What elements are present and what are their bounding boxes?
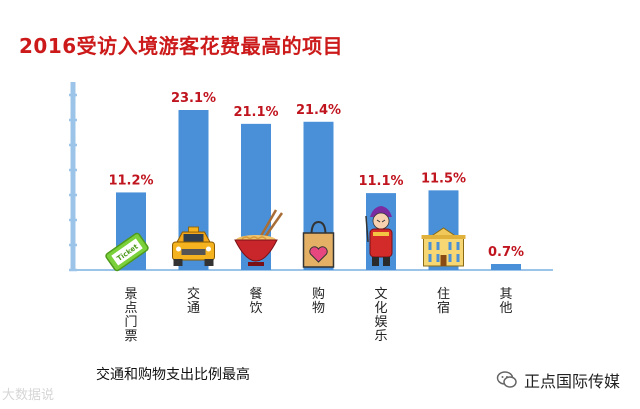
wechat-icon bbox=[496, 371, 517, 388]
data-label-6: 11.5% bbox=[421, 171, 466, 186]
data-label-4: 21.4% bbox=[296, 103, 341, 118]
data-label-1: 11.2% bbox=[108, 173, 153, 188]
category-label-6: 住宿 bbox=[437, 287, 450, 316]
footnote: 交通和购物支出比例最高 bbox=[96, 367, 250, 383]
hotel-icon bbox=[421, 227, 466, 267]
watermark-right-text: 正点国际传媒 bbox=[524, 372, 621, 391]
chart-title: 2016受访入境游客花费最高的项目 bbox=[19, 34, 344, 58]
taxi-icon bbox=[172, 226, 215, 266]
data-label-5: 11.1% bbox=[358, 174, 403, 189]
noodle-bowl-icon bbox=[234, 209, 284, 266]
category-label-1: 景点门票 bbox=[124, 287, 137, 344]
bar-7 bbox=[491, 264, 521, 270]
ticket-icon: Ticket bbox=[105, 232, 149, 272]
data-label-7: 0.7% bbox=[488, 245, 524, 260]
opera-performer-icon bbox=[365, 206, 393, 266]
watermark-right: 正点国际传媒 bbox=[496, 368, 620, 392]
category-label-5: 文化娱乐 bbox=[374, 287, 387, 344]
category-label-4: 购物 bbox=[312, 286, 325, 316]
data-label-2: 23.1% bbox=[171, 91, 216, 106]
shopping-bag-icon bbox=[302, 220, 335, 268]
watermark-left: 大数据说 bbox=[2, 388, 55, 403]
category-label-2: 交通 bbox=[187, 286, 200, 316]
data-label-3: 21.1% bbox=[233, 105, 278, 120]
category-label-3: 餐饮 bbox=[249, 286, 262, 316]
category-label-7: 其他 bbox=[499, 287, 512, 316]
